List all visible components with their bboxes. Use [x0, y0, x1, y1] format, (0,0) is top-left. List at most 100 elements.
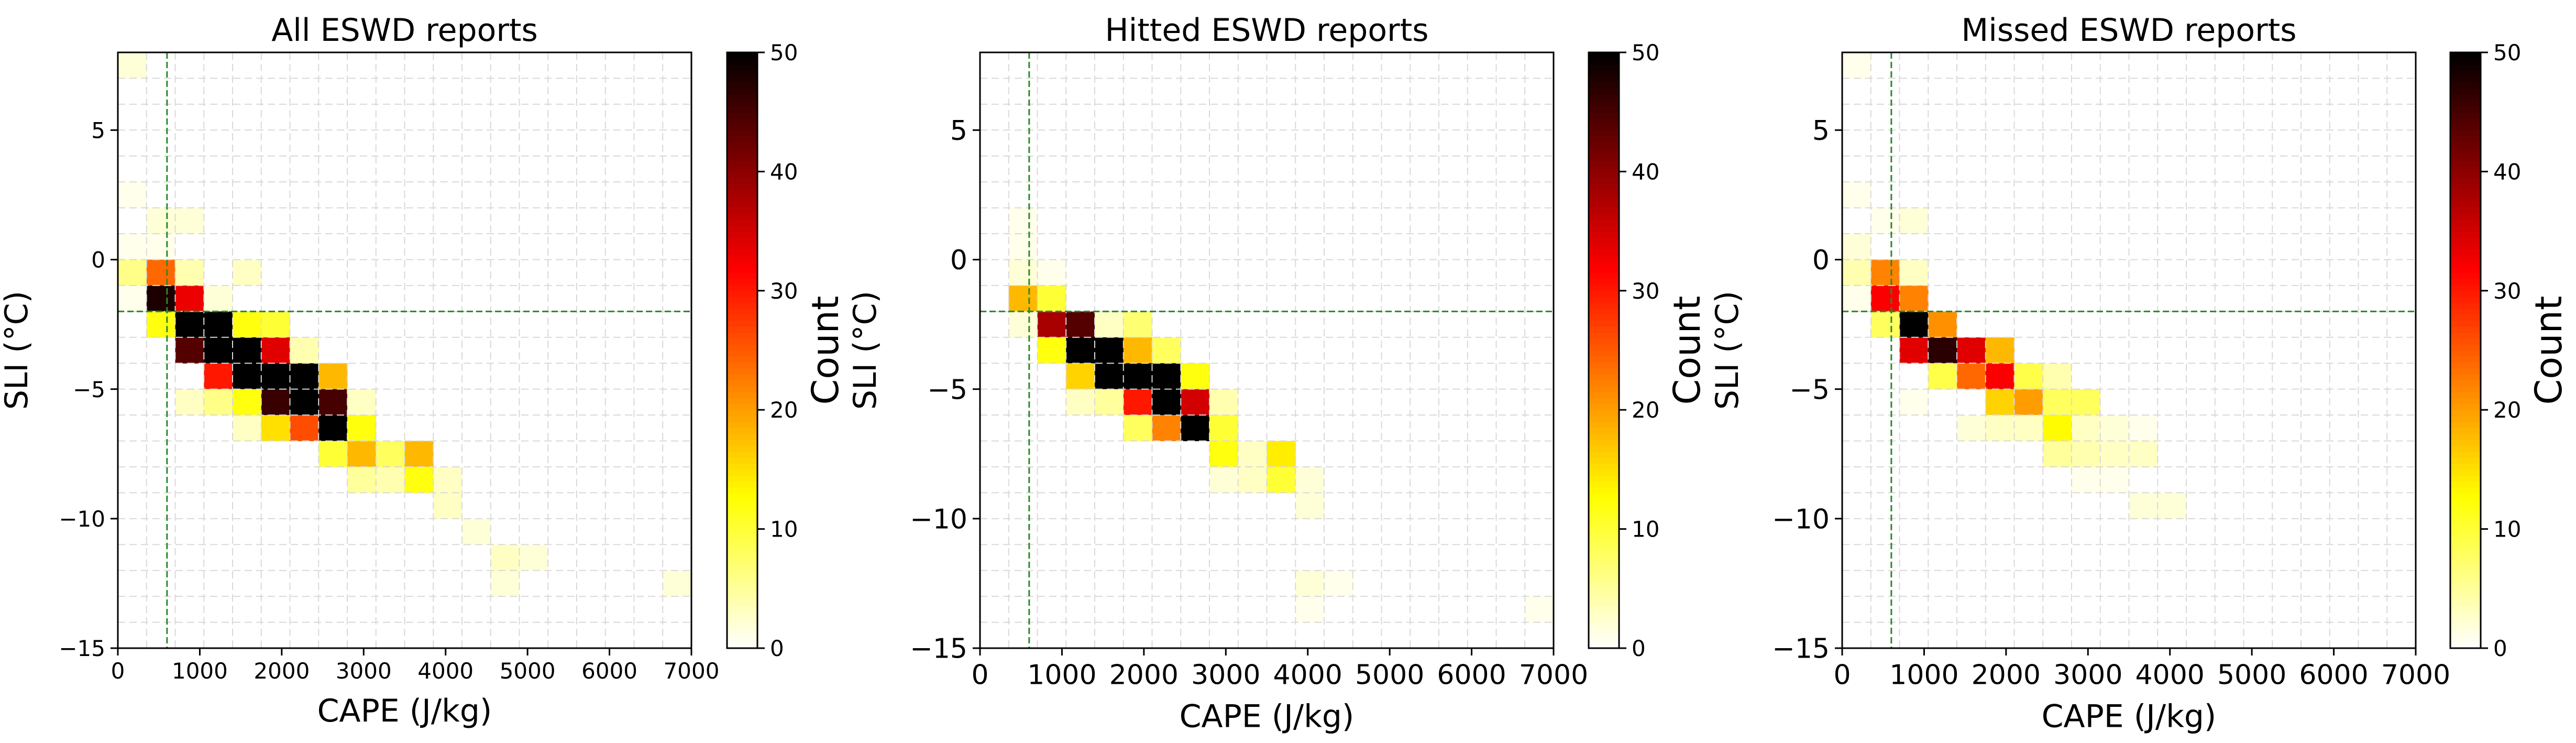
- heatmap-cell: [1899, 311, 1929, 338]
- colorbar-tick-label: 0: [1632, 636, 1646, 661]
- y-tick-label: −15: [910, 633, 967, 665]
- x-tick-label: 7000: [664, 658, 720, 684]
- colorbar-segment: [1589, 576, 1619, 583]
- colorbar-segment: [1589, 159, 1619, 166]
- colorbar-segment: [2450, 94, 2481, 101]
- heatmap-cell: [118, 52, 147, 79]
- colorbar-segment: [1589, 463, 1619, 470]
- colorbar-segment: [2450, 159, 2481, 166]
- colorbar-segment: [1589, 511, 1619, 518]
- colorbar-segment: [727, 469, 757, 476]
- y-axis-label: SLI (°C): [1709, 291, 1746, 410]
- colorbar-segment: [727, 505, 757, 512]
- colorbar-segment: [727, 141, 757, 148]
- y-axis-ticks: −15 −10 −5 0 5: [59, 117, 118, 661]
- colorbar-segment: [1589, 600, 1619, 607]
- colorbar-segment: [1589, 392, 1619, 399]
- y-tick-label: 0: [950, 245, 967, 276]
- y-axis-ticks: −15 −10 −5 0 5: [910, 115, 980, 665]
- heatmap-cell: [233, 311, 262, 338]
- panel-missed-reports: 0 1000 2000 3000 4000 5000 6000 7000 −15 −10 −5 0 5…: [1709, 12, 2570, 735]
- colorbar-segment: [1589, 630, 1619, 637]
- colorbar-segment: [2450, 463, 2481, 470]
- colorbar-segment: [727, 606, 757, 613]
- x-tick-label: 5000: [500, 658, 556, 684]
- colorbar-label: Count: [2527, 296, 2570, 405]
- heatmap-cell: [261, 415, 290, 442]
- y-tick-label: −10: [59, 506, 105, 532]
- colorbar-segment: [727, 576, 757, 583]
- colorbar-tick-label: 50: [770, 40, 798, 65]
- x-tick-label: 0: [1833, 660, 1851, 691]
- heatmap-cell: [175, 285, 204, 312]
- colorbar-segment: [1589, 189, 1619, 196]
- colorbar-segment: [1589, 487, 1619, 494]
- heatmap-cell: [1985, 337, 2014, 364]
- colorbar-tick-label: 40: [1632, 159, 1659, 184]
- heatmap-cell: [490, 570, 520, 597]
- colorbar-segment: [1589, 243, 1619, 250]
- colorbar-segment: [2450, 445, 2481, 452]
- colorbar-segment: [2450, 129, 2481, 136]
- colorbar-tick-label: 20: [2493, 397, 2521, 423]
- heatmap-cell: [1037, 259, 1066, 286]
- plot-frame: [117, 51, 692, 649]
- x-tick-label: 1000: [1027, 660, 1096, 691]
- colorbar-segment: [2450, 70, 2481, 77]
- colorbar-segment: [1589, 237, 1619, 244]
- heatmap-cell: [2043, 389, 2072, 416]
- y-tick-label: −15: [59, 636, 105, 661]
- colorbar-segment: [727, 571, 757, 577]
- colorbar-segment: [727, 260, 757, 268]
- heatmap-cell: [347, 466, 377, 493]
- colorbar-segment: [727, 517, 757, 524]
- heatmap-cell: [1899, 389, 1929, 416]
- colorbar-segment: [727, 166, 757, 172]
- x-axis-ticks: 0 1000 2000 3000 4000 5000 6000 7000: [111, 648, 720, 684]
- colorbar-segment: [2450, 118, 2481, 125]
- colorbar-segment: [727, 445, 757, 452]
- colorbar-segment: [1589, 314, 1619, 321]
- colorbar-segment: [727, 285, 757, 291]
- colorbar-segment: [2450, 350, 2481, 357]
- colorbar-segment: [1589, 362, 1619, 369]
- colorbar-segment: [2450, 231, 2481, 238]
- colorbar-segment: [2450, 642, 2481, 649]
- colorbar-segment: [2450, 392, 2481, 399]
- heatmap-cell: [1267, 441, 1296, 467]
- colorbar-segment: [2450, 112, 2481, 118]
- colorbar-segment: [1589, 499, 1619, 506]
- colorbar-segment: [1589, 481, 1619, 488]
- x-tick-label: 4000: [1273, 660, 1342, 691]
- heatmap-cell: [1842, 52, 1872, 79]
- colorbar-segment: [2450, 237, 2481, 244]
- colorbar-segment: [2450, 481, 2481, 488]
- colorbar-segment: [2450, 517, 2481, 524]
- x-axis-label: CAPE (J/kg): [317, 693, 492, 729]
- colorbar-segment: [2450, 106, 2481, 113]
- colorbar-segment: [1589, 433, 1619, 440]
- colorbar-segment: [727, 147, 757, 155]
- heatmap-cell: [2043, 441, 2072, 467]
- colorbar-label: Count: [1666, 296, 1709, 405]
- colorbar-segment: [2450, 606, 2481, 613]
- colorbar-segment: [1589, 547, 1619, 553]
- colorbar-segment: [727, 398, 757, 405]
- plot-frame: [1841, 51, 2417, 649]
- heatmap-cell: [318, 441, 348, 467]
- colorbar-segment: [1589, 386, 1619, 392]
- colorbar-segment: [1589, 272, 1619, 279]
- heatmap-cell: [1123, 311, 1152, 338]
- colorbar-segment: [727, 487, 757, 494]
- colorbar-segment: [1589, 344, 1619, 351]
- colorbar-segment: [727, 82, 757, 89]
- colorbar-segment: [2450, 88, 2481, 95]
- colorbar-segment: [1589, 94, 1619, 101]
- colorbar-segment: [2450, 451, 2481, 458]
- colorbar-segment: [1589, 124, 1619, 130]
- heatmap-cell: [1037, 311, 1066, 338]
- heatmap-cell: [2014, 389, 2043, 416]
- colorbar-segment: [2450, 440, 2481, 446]
- colorbar-segment: [1589, 428, 1619, 434]
